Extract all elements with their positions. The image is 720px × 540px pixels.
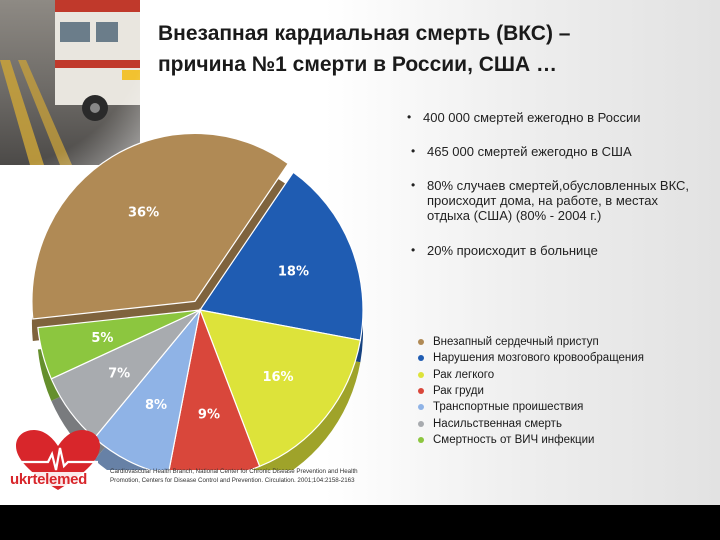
legend-label: Насильственная смерть bbox=[433, 417, 562, 430]
pie-slice-label: 36% bbox=[128, 206, 159, 221]
legend-label: Смертность от ВИЧ инфекции bbox=[433, 433, 595, 446]
title-line-2: причина №1 смерти в России, США … bbox=[158, 53, 558, 76]
title-line-1: Внезапная кардиальная смерть (ВКС) – bbox=[158, 22, 571, 45]
slide: Внезапная кардиальная смерть (ВКС) – при… bbox=[0, 0, 720, 505]
pie-slice-label: 8% bbox=[145, 398, 167, 413]
legend-item: Рак легкого bbox=[418, 367, 644, 383]
bottom-bar bbox=[0, 505, 720, 540]
bullet-item: 20% происходит в больнице bbox=[409, 243, 705, 258]
bullet-item: 80% случаев смертей,обусловленных ВКС, п… bbox=[409, 178, 697, 223]
legend-swatch bbox=[418, 388, 424, 395]
pie-slice bbox=[199, 309, 362, 468]
pie-slice-label: 18% bbox=[278, 264, 309, 279]
legend-item: Рак груди bbox=[418, 383, 644, 399]
logo-text: ukrtelemed bbox=[10, 471, 88, 488]
slide-title: Внезапная кардиальная смерть (ВКС) – при… bbox=[158, 18, 678, 80]
legend-swatch bbox=[418, 355, 424, 362]
legend-label: Рак груди bbox=[433, 385, 484, 398]
legend-item: Внезапный сердечный приступ bbox=[418, 334, 644, 350]
legend-swatch bbox=[418, 420, 424, 427]
pie-slice bbox=[168, 307, 261, 470]
legend-swatch bbox=[418, 436, 424, 443]
legend-label: Транспортные проишествия bbox=[433, 401, 584, 414]
bullet-item: 465 000 смертей ежегодно в США bbox=[409, 144, 705, 159]
legend-swatch bbox=[418, 404, 424, 411]
heart-logo-icon bbox=[10, 430, 106, 490]
legend-item: Транспортные проишествия bbox=[418, 399, 644, 415]
pie-slice bbox=[31, 132, 290, 320]
legend-item: Смертность от ВИЧ инфекции bbox=[418, 432, 644, 448]
pie-slice bbox=[198, 171, 364, 341]
ukrtelemed-logo: ukrtelemed bbox=[8, 428, 108, 498]
pie-slice-label: 7% bbox=[108, 367, 130, 382]
legend-label: Нарушения мозгового кровообращения bbox=[433, 352, 644, 365]
legend-swatch bbox=[418, 371, 424, 378]
chart-legend: Внезапный сердечный приступ Нарушения моз… bbox=[418, 334, 644, 448]
legend-swatch bbox=[418, 339, 424, 346]
bullet-item: 400 000 смертей ежегодно в России bbox=[405, 110, 705, 125]
legend-label: Внезапный сердечный приступ bbox=[433, 336, 599, 349]
legend-item: Насильственная смерть bbox=[418, 415, 644, 431]
source-citation: Cardiovascular Health Branch, National C… bbox=[110, 468, 358, 484]
pie-chart: 36% 18% 16% 9% 8% 7% 5% bbox=[31, 132, 364, 470]
bullet-list: 400 000 смертей ежегодно в России 465 00… bbox=[405, 110, 705, 258]
pie-slice bbox=[37, 309, 201, 380]
pie-slice-label: 9% bbox=[198, 408, 220, 423]
legend-item: Нарушения мозгового кровообращения bbox=[418, 350, 644, 366]
ambulance-photo bbox=[0, 0, 140, 165]
pie-slice-label: 16% bbox=[262, 370, 293, 385]
pie-slice-label: 5% bbox=[91, 331, 113, 346]
legend-label: Рак легкого bbox=[433, 368, 495, 381]
